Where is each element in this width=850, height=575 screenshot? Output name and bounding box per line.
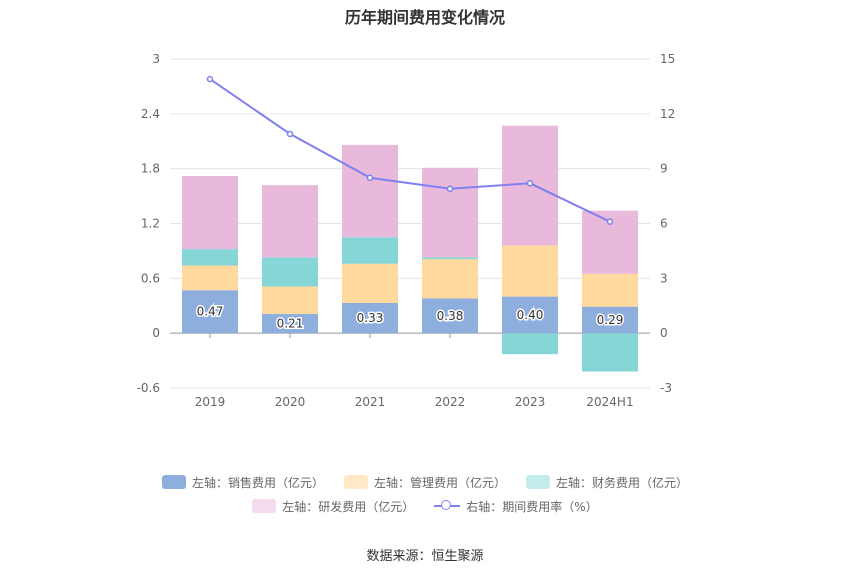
admin-bar bbox=[262, 286, 318, 314]
rd-bar bbox=[182, 175, 238, 250]
expense-ratio-point bbox=[526, 180, 534, 187]
left-axis-tick-label: 3 bbox=[152, 52, 160, 66]
expense-ratio-line bbox=[209, 78, 611, 223]
admin-bar bbox=[182, 265, 238, 291]
left-axis-tick-label: 2.4 bbox=[141, 107, 160, 121]
rd-bar bbox=[262, 185, 318, 258]
admin-bar bbox=[342, 263, 398, 304]
data-source-note: 数据来源：恒生聚源 bbox=[366, 549, 484, 564]
expense-ratio-point bbox=[206, 75, 214, 83]
left-axis-tick-label: 0 bbox=[152, 326, 160, 340]
sales-bar bbox=[342, 303, 398, 334]
finance-bar bbox=[582, 333, 638, 372]
sales-bar bbox=[182, 290, 238, 334]
admin-bar bbox=[422, 259, 478, 299]
rd-bar bbox=[422, 167, 478, 258]
left-axis-tick-label: 1.8 bbox=[141, 162, 160, 176]
finance-bar bbox=[262, 257, 318, 287]
right-axis-tick-label: -3 bbox=[660, 381, 672, 395]
finance-bar bbox=[182, 249, 238, 266]
sales-data-label: 0.29 bbox=[597, 313, 624, 327]
x-axis-tick-label: 2019 bbox=[195, 395, 226, 409]
expense-ratio-point bbox=[606, 218, 614, 225]
left-axis-tick-label: -0.6 bbox=[137, 381, 160, 395]
legend-label-sales: 左轴：销售费用（亿元） bbox=[191, 475, 324, 490]
right-axis-tick-label: 0 bbox=[660, 326, 668, 340]
sales-data-label: 0.47 bbox=[197, 305, 224, 319]
sales-bar bbox=[422, 298, 478, 334]
chart-plot: -0.6 0 0.6 1.2 1.8 2.4 3 -3 0 3 6 9 12 15 2019 2020 2021… bbox=[137, 52, 676, 409]
legend-item-admin[interactable]: 左轴：管理费用（亿元） bbox=[343, 474, 506, 491]
sales-data-label: 0.33 bbox=[357, 311, 384, 325]
right-axis-tick-label: 6 bbox=[660, 217, 668, 231]
sales-data-label: 0.40 bbox=[517, 308, 544, 322]
sales-bar bbox=[582, 306, 638, 334]
legend-swatch-rd bbox=[252, 499, 277, 513]
x-axis-tick-label: 2022 bbox=[435, 395, 466, 409]
legend-swatch-expense-ratio bbox=[434, 499, 461, 513]
admin-bar bbox=[582, 273, 638, 307]
rd-bar bbox=[342, 144, 398, 238]
sales-data-label: 0.21 bbox=[277, 317, 304, 331]
sales-bar bbox=[502, 296, 558, 334]
right-axis-tick-label: 15 bbox=[660, 52, 675, 66]
expense-ratio-point bbox=[366, 174, 374, 182]
sales-data-label: 0.38 bbox=[437, 309, 464, 323]
legend-label-expense-ratio: 右轴：期间费用率（%） bbox=[466, 499, 598, 514]
chart-legend: 左轴：销售费用（亿元） 左轴：管理费用（亿元） 左轴：财务费用（亿元） 左轴：研… bbox=[0, 470, 850, 518]
x-axis-tick-label: 2021 bbox=[355, 395, 386, 409]
legend-item-rd[interactable]: 左轴：研发费用（亿元） bbox=[252, 498, 414, 515]
left-axis-tick-label: 0.6 bbox=[141, 271, 160, 285]
right-axis-tick-label: 3 bbox=[660, 271, 668, 285]
legend-item-sales[interactable]: 左轴：销售费用（亿元） bbox=[161, 474, 324, 491]
finance-bar bbox=[422, 257, 478, 260]
legend-label-admin: 左轴：管理费用（亿元） bbox=[373, 475, 506, 490]
admin-bar bbox=[502, 245, 558, 297]
left-axis-tick-label: 1.2 bbox=[141, 217, 160, 231]
x-axis-tick-label: 2023 bbox=[515, 395, 546, 409]
expense-ratio-point bbox=[286, 130, 294, 138]
chart-title: 历年期间费用变化情况 bbox=[344, 8, 505, 27]
sales-bar bbox=[262, 313, 318, 334]
legend-swatch-sales bbox=[161, 475, 186, 489]
finance-bar bbox=[342, 237, 398, 264]
legend-item-expense-ratio[interactable]: 右轴：期间费用率（%） bbox=[434, 498, 598, 515]
legend-swatch-admin bbox=[343, 475, 368, 489]
x-axis-tick-label: 2020 bbox=[275, 395, 306, 409]
legend-item-finance[interactable]: 左轴：财务费用（亿元） bbox=[526, 474, 688, 491]
x-axis-tick-label: 2024H1 bbox=[586, 395, 633, 409]
legend-label-finance: 左轴：财务费用（亿元） bbox=[556, 475, 689, 490]
right-axis-tick-label: 12 bbox=[660, 107, 675, 121]
expense-ratio-point bbox=[446, 185, 454, 193]
legend-swatch-finance bbox=[526, 475, 550, 489]
legend-label-rd: 左轴：研发费用（亿元） bbox=[282, 499, 415, 514]
right-axis-tick-label: 9 bbox=[660, 162, 668, 176]
finance-bar bbox=[502, 333, 558, 355]
